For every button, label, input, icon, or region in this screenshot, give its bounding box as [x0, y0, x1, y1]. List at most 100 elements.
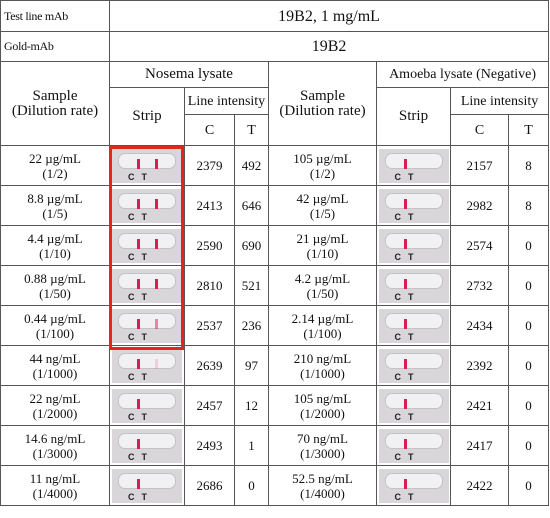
table-row: 14.6 ng/mL (1/3000) CT 2493 1 70 ng/mL (1/3000…	[0, 425, 550, 466]
amoeba-t-value: 0	[507, 225, 550, 266]
nosema-sample: 0.44 µg/mL (1/100)	[0, 305, 110, 346]
nosema-c-value: 2810	[184, 265, 235, 306]
amoeba-sample: 42 µg/mL (1/5)	[268, 185, 377, 226]
t-header-nosema: T	[234, 114, 269, 146]
c-header-nosema: C	[184, 114, 235, 146]
strip-letters: CT	[128, 331, 154, 342]
strip-window	[118, 472, 176, 489]
strip-window	[384, 472, 443, 489]
strip-header-nosema: Strip	[109, 87, 185, 146]
test-strip-image: CT	[112, 308, 182, 343]
strip-letters: CT	[128, 291, 154, 302]
strip-letters: CT	[394, 291, 421, 302]
test-line	[155, 358, 158, 369]
table-row: 22 µg/mL (1/2) CT 2379 492 105 µg/mL (1/2) CT 21…	[0, 145, 550, 186]
amoeba-strip: CT	[376, 345, 451, 386]
nosema-c-value: 2537	[184, 305, 235, 346]
amoeba-t-value: 8	[507, 145, 550, 186]
amoeba-strip: CT	[376, 425, 451, 466]
control-line	[403, 478, 407, 489]
test-line	[155, 278, 158, 289]
amoeba-c-value: 2732	[450, 265, 509, 306]
control-line	[137, 238, 140, 249]
nosema-t-value: 690	[234, 225, 269, 266]
control-line	[403, 198, 407, 209]
test-strip-image: CT	[378, 308, 449, 343]
test-strip-image: CT	[378, 228, 449, 263]
table-row: 22 ng/mL (1/2000) CT 2457 12 105 ng/mL (1/2000…	[0, 385, 550, 426]
amoeba-sample: 70 ng/mL (1/3000)	[268, 425, 377, 466]
strip-window	[118, 152, 176, 169]
strip-window	[384, 432, 443, 449]
control-line	[403, 238, 407, 249]
test-strip-image: CT	[378, 268, 449, 303]
amoeba-t-value: 0	[507, 465, 550, 506]
test-strip-image: CT	[112, 428, 182, 463]
line-intensity-header-amoeba: Line intensity	[449, 87, 550, 115]
amoeba-sample: 105 µg/mL (1/2)	[268, 145, 377, 186]
gold-label: Gold-mAb	[0, 31, 110, 62]
amoeba-c-value: 2434	[450, 305, 509, 346]
test-strip-image: CT	[378, 428, 449, 463]
sample-header-amoeba: Sample (Dilution rate)	[268, 61, 377, 146]
strip-window	[118, 352, 176, 369]
amoeba-c-value: 2421	[450, 385, 509, 426]
amoeba-strip: CT	[376, 145, 451, 186]
table-row: 0.88 µg/mL (1/50) CT 2810 521 4.2 µg/mL (1/50)…	[0, 265, 550, 306]
amoeba-c-value: 2574	[450, 225, 509, 266]
nosema-sample: 11 ng/mL (1/4000)	[0, 465, 110, 506]
control-line	[137, 318, 140, 329]
strip-window	[118, 192, 176, 209]
nosema-strip: CT	[109, 345, 185, 386]
amoeba-t-value: 0	[507, 305, 550, 346]
nosema-t-value: 12	[234, 385, 269, 426]
nosema-sample: 8.8 µg/mL (1/5)	[0, 185, 110, 226]
amoeba-sample: 52.5 ng/mL (1/4000)	[268, 465, 377, 506]
test-line	[155, 198, 158, 209]
control-line	[137, 438, 140, 449]
sample-header-nosema: Sample (Dilution rate)	[0, 61, 110, 146]
nosema-t-value: 492	[234, 145, 269, 186]
test-line	[155, 158, 158, 169]
amoeba-sample: 2.14 µg/mL (1/100)	[268, 305, 377, 346]
amoeba-t-value: 0	[507, 425, 550, 466]
test-strip-image: CT	[378, 148, 449, 183]
amoeba-sample: 21 µg/mL (1/10)	[268, 225, 377, 266]
amoeba-t-value: 0	[507, 265, 550, 306]
strip-letters: CT	[394, 371, 421, 382]
strip-window	[118, 272, 176, 289]
group-header-row: Sample (Dilution rate) Nosema lysate Sam…	[0, 61, 550, 146]
amoeba-title: Amoeba lysate (Negative)	[375, 61, 550, 88]
amoeba-t-value: 8	[507, 185, 550, 226]
test-strip-image: CT	[112, 388, 182, 423]
strip-letters: CT	[128, 211, 154, 222]
nosema-strip: CT	[109, 145, 185, 186]
test-strip-image: CT	[378, 388, 449, 423]
nosema-strip: CT	[109, 425, 185, 466]
nosema-t-value: 646	[234, 185, 269, 226]
strip-window	[384, 352, 443, 369]
gold-row: Gold-mAb 19B2	[0, 31, 550, 62]
nosema-strip: CT	[109, 265, 185, 306]
nosema-sample: 14.6 ng/mL (1/3000)	[0, 425, 110, 466]
strip-letters: CT	[394, 171, 421, 182]
amoeba-sample: 105 ng/mL (1/2000)	[268, 385, 377, 426]
test-strip-image: CT	[112, 268, 182, 303]
nosema-sample: 0.88 µg/mL (1/50)	[0, 265, 110, 306]
nosema-strip: CT	[109, 185, 185, 226]
nosema-strip: CT	[109, 385, 185, 426]
nosema-t-value: 521	[234, 265, 269, 306]
nosema-strip: CT	[109, 465, 185, 506]
strip-letters: CT	[128, 251, 154, 262]
t-header-amoeba: T	[507, 114, 550, 146]
nosema-c-value: 2413	[184, 185, 235, 226]
nosema-sample: 22 ng/mL (1/2000)	[0, 385, 110, 426]
nosema-sample: 4.4 µg/mL (1/10)	[0, 225, 110, 266]
strip-window	[118, 432, 176, 449]
strip-window	[384, 312, 443, 329]
strip-letters: CT	[128, 411, 154, 422]
control-line	[403, 318, 407, 329]
control-line	[137, 478, 140, 489]
control-line	[403, 158, 407, 169]
gold-value: 19B2	[108, 31, 550, 62]
